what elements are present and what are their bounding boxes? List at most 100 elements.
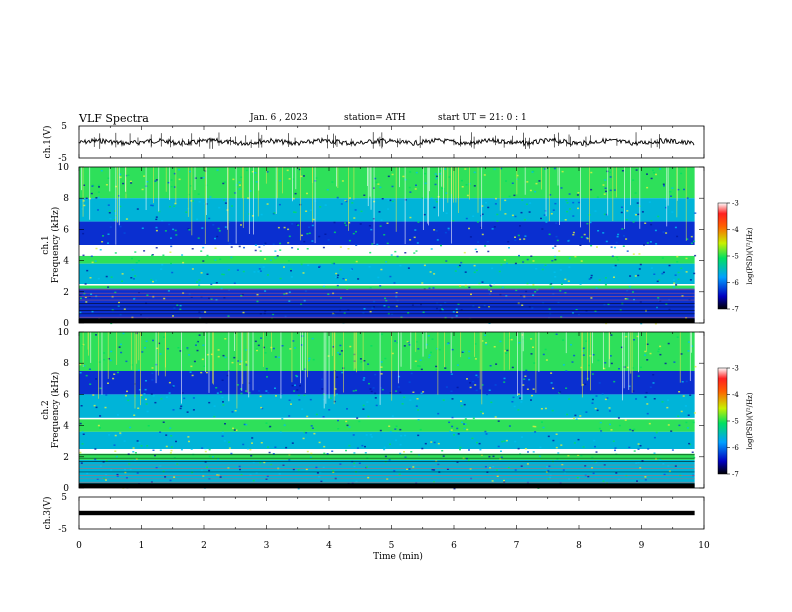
ch1-spec-speckle [379,186,382,189]
ch2-spec-speckle [231,411,234,413]
ch2-spec-speckle [577,454,580,456]
ch1-spec-speckle [151,254,153,257]
ch1-spec-speckle [174,202,177,205]
ch2-spec-speckle [503,381,506,383]
ch2-spec-speckle [198,334,201,336]
ch2-spec-speckle [269,425,272,428]
ch2-spec-speckle [540,408,543,410]
ch1-spec-speckle [456,311,459,313]
ch1-spec-speckle [182,261,185,264]
ch2-spec-speckle [116,414,119,416]
ch2-spec-speckle [688,442,691,445]
ch2-spec-panel [78,331,705,490]
ch2-spec-speckle [576,476,579,479]
ch1-spec-speckle [245,169,248,172]
ch1-spec-speckle [507,241,510,243]
x-tick-label: 0 [76,541,82,551]
ch2-spec-speckle [474,358,477,360]
ch2-spec-speckle [389,430,392,433]
ch2-spec-speckle [618,424,621,427]
ch1-spec-speckle [554,255,556,258]
ch1-spec-speckle [155,247,158,249]
ch1-spec-speckle [549,194,552,196]
ch2-spec-speckle [637,443,640,445]
ch1-spec-speckle [287,228,290,231]
ch2-spec-speckle [504,350,506,352]
ch2-spec-speckle [358,462,361,464]
ch2-spec-speckle [274,387,276,389]
ch1-spec-speckle [579,244,582,246]
ch1-spec-speckle [681,295,684,297]
ch1-spec-speckle [123,232,126,234]
ch1-spec-speckle [484,245,487,247]
ch2-spec-speckle [602,480,605,482]
ch2-spec-speckle [278,473,281,475]
ch2-spec-band [79,431,695,449]
ch2-spec-speckle [96,478,99,480]
ch1-spec-speckle [264,258,266,260]
ch2-spec-speckle [288,415,291,417]
ch2-spec-speckle [587,475,590,478]
ch2-spec-speckle [527,451,529,453]
ch2-spec-speckle [233,356,236,359]
ch1-spec-speckle [602,184,605,186]
ch1-spec-speckle [107,233,110,235]
ch1-spec-speckle [113,219,116,221]
ch1-spec-speckle [465,217,468,220]
ch1-spec-speckle [222,182,225,185]
ch1-spec-speckle [644,222,647,224]
ch1-spec-speckle [167,290,170,292]
ch2-spec-speckle [164,476,167,478]
ch1-spec-speckle [514,262,517,265]
ch1-spec-speckle [94,260,97,262]
ch1-spec-speckle [141,227,144,229]
ch1-spec-speckle [500,264,503,266]
ch1-spec-speckle [90,192,93,195]
ch2-spec-speckle [268,451,271,454]
ch2-spec-speckle [562,339,565,341]
ch2-spec-speckle [673,361,676,363]
ch2-spec-speckle [396,342,399,344]
ch2-spec-speckle [99,387,102,390]
ch1-spec-speckle [564,292,567,294]
ch1-spec-speckle [557,301,560,304]
ch2-spec-speckle [603,367,606,370]
ch1-spec-speckle [632,221,635,223]
ch1-spec-speckle [415,250,418,252]
ch1-spec-speckle [288,291,291,293]
ch1-spec-speckle [291,178,294,180]
ch2-spec-speckle [103,358,106,361]
x-tick-label: 1 [139,541,145,551]
x-tick-label: 6 [451,541,457,551]
ch2-spec-speckle [451,416,454,419]
ch1-spec-speckle [542,302,545,304]
ch1-spec-speckle [535,182,538,185]
ch2-spec-speckle [133,414,136,416]
ch2-spec-speckle [80,405,83,407]
ch2-spec-speckle [417,419,420,421]
ch1-spec-speckle [291,247,294,249]
ch2-spec-speckle [316,472,319,474]
ch2-spec-speckle [208,401,211,404]
ch1-spec-speckle [514,215,517,218]
ch1-spec-speckle [274,250,277,252]
ch1-spec-speckle [577,313,580,316]
ch1-spec-speckle [385,261,388,263]
ch2-spec-speckle [459,446,462,449]
ch2-spec-colorbar-tick: -3 [732,365,739,373]
ch1-spec-colorbar-tick: -4 [732,226,739,234]
ch2-spec-speckle [550,382,553,384]
ch1-spec-speckle [324,233,327,235]
ch1-spec-band [79,255,695,264]
ch1-spec-speckle [222,199,225,201]
ch1-spec-speckle [549,283,552,286]
ch1-spec-speckle [221,273,224,276]
ch2-spec-speckle [363,360,366,362]
ch1-spec-speckle [552,293,555,295]
ch2-spec-speckle [625,335,628,338]
ch2-spec-speckle [380,361,383,363]
ch2-spec-speckle [159,465,162,467]
ch1-spec-speckle [160,268,163,270]
ch1-spec-speckle [345,200,348,203]
ch1-spec-speckle [303,240,306,243]
